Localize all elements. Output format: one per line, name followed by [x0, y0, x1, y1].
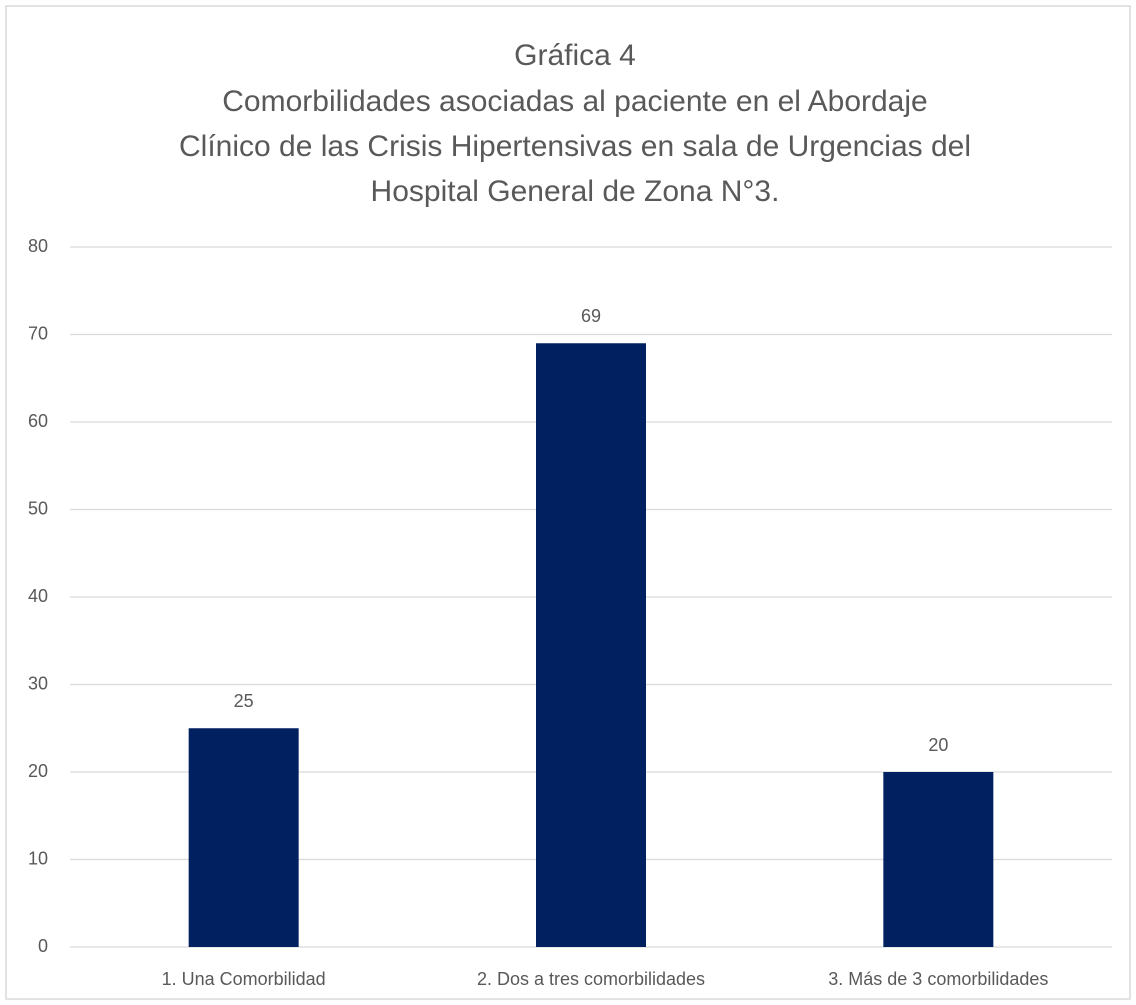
bar [536, 343, 646, 947]
chart-title: Gráfica 4 [514, 39, 636, 72]
y-tick-label: 20 [28, 761, 48, 781]
y-tick-label: 50 [28, 498, 48, 518]
y-tick-label: 30 [28, 673, 48, 693]
x-tick-label: 3. Más de 3 comorbilidades [828, 969, 1048, 989]
bar [883, 772, 994, 947]
y-tick-label: 10 [28, 848, 48, 868]
data-label: 20 [928, 735, 948, 755]
y-tick-label: 40 [28, 586, 48, 606]
data-label: 25 [234, 691, 254, 711]
y-tick-label: 0 [38, 936, 48, 956]
y-tick-label: 70 [28, 323, 48, 343]
bar [188, 728, 299, 947]
y-tick-label: 80 [28, 236, 48, 256]
y-tick-label: 60 [28, 411, 48, 431]
data-label: 69 [581, 306, 601, 326]
chart-subtitle: Comorbilidades asociadas al paciente en … [222, 85, 927, 118]
x-tick-label: 2. Dos a tres comorbilidades [477, 969, 705, 989]
chart-subtitle: Hospital General de Zona N°3. [371, 175, 780, 208]
chart-subtitle: Clínico de las Crisis Hipertensivas en s… [179, 130, 971, 163]
x-tick-label: 1. Una Comorbilidad [162, 969, 326, 989]
